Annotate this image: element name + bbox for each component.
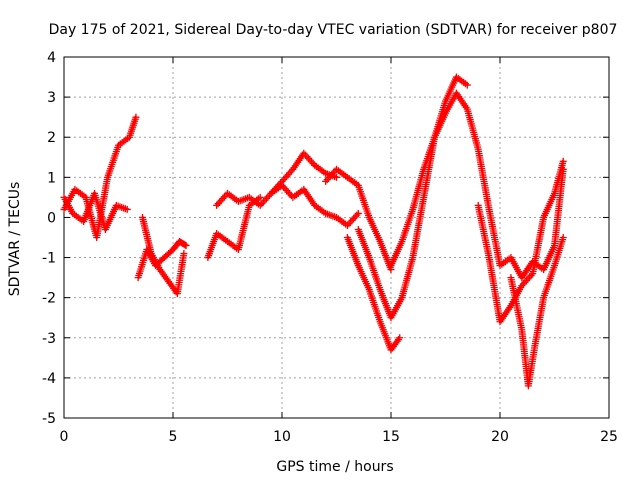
data-point: [284, 188, 292, 196]
data-point: [304, 154, 312, 162]
y-tick-label: -3: [42, 331, 56, 347]
data-point: [396, 334, 404, 342]
y-tick-label: -5: [42, 411, 56, 427]
data-point: [350, 215, 358, 223]
data-point: [303, 153, 311, 161]
data-point: [216, 198, 224, 206]
x-tick-label: 15: [382, 429, 400, 445]
y-tick-label: -4: [42, 371, 56, 387]
data-point: [256, 193, 264, 201]
data-marks: [60, 73, 567, 390]
y-tick-label: 4: [47, 50, 56, 66]
data-point: [283, 172, 291, 180]
x-tick-label: 5: [169, 429, 178, 445]
plot-border: [63, 56, 610, 419]
data-point: [258, 200, 266, 208]
x-tick-label: 10: [273, 429, 291, 445]
x-axis-label: GPS time / hours: [276, 459, 393, 475]
data-point: [213, 201, 221, 209]
chart-title: Day 175 of 2021, Sidereal Day-to-day VTE…: [49, 22, 618, 38]
data-point: [214, 200, 222, 208]
data-point: [219, 195, 227, 203]
y-tick-label: 1: [47, 170, 56, 186]
data-point: [354, 209, 362, 217]
plot-frame: [63, 56, 610, 419]
data-point: [322, 177, 330, 185]
data-point: [306, 156, 314, 164]
data-point: [333, 173, 340, 181]
y-tick-label: 3: [47, 90, 56, 106]
data-point: [262, 195, 270, 203]
data-point: [123, 205, 131, 213]
x-tick-label: 0: [60, 429, 69, 445]
data-point: [182, 242, 190, 250]
x-tick-label: 25: [600, 429, 618, 445]
data-point: [308, 158, 316, 166]
data-point: [559, 234, 567, 241]
data-point: [217, 196, 225, 204]
x-tick-label: 20: [491, 429, 509, 445]
data-point: [281, 174, 289, 182]
data-point: [521, 278, 529, 286]
axis-ticks: 0 5 10 15 20 25 -5 -4 -3 -2 -1 0 1 2 3 4: [42, 50, 618, 445]
data-point: [463, 81, 471, 89]
data-point: [181, 241, 189, 249]
y-tick-label: -1: [42, 251, 56, 267]
data-point: [132, 113, 140, 121]
data-point: [264, 193, 272, 201]
y-axis-label: SDTVAR / TECUs: [7, 182, 23, 297]
data-point: [559, 157, 567, 165]
data-point: [351, 213, 359, 221]
y-tick-label: 2: [47, 130, 56, 146]
y-tick-label: -2: [42, 291, 56, 307]
data-point: [180, 250, 188, 258]
y-tick-label: 0: [47, 210, 56, 226]
data-point: [283, 187, 291, 195]
data-point: [345, 220, 353, 228]
data-point: [286, 169, 294, 177]
data-point: [280, 176, 288, 184]
